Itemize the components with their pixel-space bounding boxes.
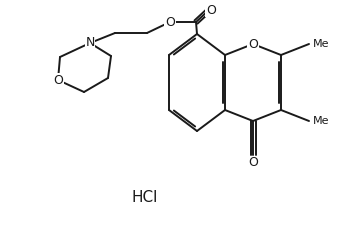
Text: O: O (165, 15, 175, 29)
Text: O: O (206, 4, 216, 17)
Text: O: O (248, 37, 258, 51)
Text: Me: Me (313, 39, 329, 49)
Text: HCl: HCl (132, 190, 158, 205)
Text: Me: Me (313, 116, 329, 126)
Text: N: N (85, 37, 95, 50)
Text: O: O (248, 157, 258, 169)
Text: O: O (53, 73, 63, 87)
